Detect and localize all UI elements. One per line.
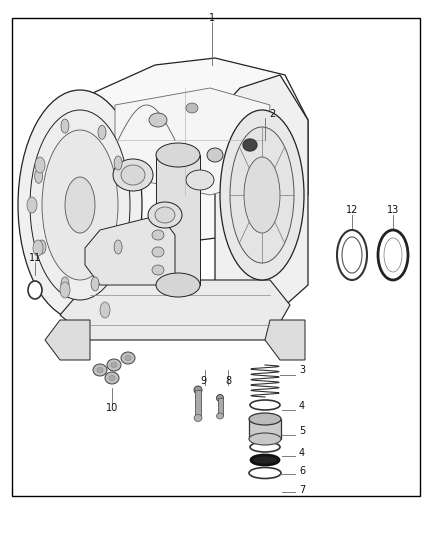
Text: 7: 7 — [299, 485, 305, 495]
Ellipse shape — [216, 394, 223, 401]
Ellipse shape — [121, 352, 135, 364]
Ellipse shape — [97, 367, 103, 373]
Ellipse shape — [35, 157, 45, 173]
Ellipse shape — [30, 110, 130, 300]
Ellipse shape — [155, 207, 175, 223]
Text: 8: 8 — [225, 376, 231, 386]
Ellipse shape — [230, 127, 294, 263]
Ellipse shape — [27, 197, 37, 213]
Ellipse shape — [38, 240, 46, 254]
Bar — [12, 18, 420, 496]
Ellipse shape — [105, 372, 119, 384]
Ellipse shape — [98, 125, 106, 139]
Text: 1: 1 — [209, 13, 215, 23]
Polygon shape — [115, 88, 270, 195]
Ellipse shape — [93, 364, 107, 376]
Ellipse shape — [60, 282, 70, 298]
Ellipse shape — [114, 156, 122, 170]
Ellipse shape — [249, 413, 281, 425]
Text: 4: 4 — [299, 401, 305, 411]
Text: 3: 3 — [299, 365, 305, 375]
Ellipse shape — [148, 202, 182, 228]
Ellipse shape — [220, 110, 304, 280]
Ellipse shape — [42, 130, 118, 280]
Text: 6: 6 — [299, 466, 305, 476]
Polygon shape — [45, 320, 90, 360]
Ellipse shape — [114, 240, 122, 254]
Text: 12: 12 — [346, 205, 358, 215]
Ellipse shape — [28, 281, 42, 299]
Ellipse shape — [111, 362, 117, 367]
Ellipse shape — [249, 467, 281, 479]
Ellipse shape — [149, 113, 167, 127]
Ellipse shape — [186, 170, 214, 190]
Ellipse shape — [109, 376, 115, 381]
Ellipse shape — [207, 148, 223, 162]
Ellipse shape — [378, 230, 408, 280]
Ellipse shape — [243, 139, 257, 151]
Polygon shape — [156, 155, 200, 285]
Polygon shape — [249, 419, 281, 439]
Polygon shape — [218, 398, 223, 416]
Ellipse shape — [249, 433, 281, 445]
Polygon shape — [55, 58, 308, 240]
Ellipse shape — [91, 277, 99, 291]
Text: 9: 9 — [200, 376, 206, 386]
Ellipse shape — [156, 273, 200, 297]
Ellipse shape — [384, 238, 402, 272]
Ellipse shape — [194, 386, 202, 394]
Ellipse shape — [152, 265, 164, 275]
Ellipse shape — [250, 400, 280, 410]
Ellipse shape — [35, 169, 42, 183]
Polygon shape — [265, 320, 305, 360]
Ellipse shape — [194, 415, 202, 422]
Text: 10: 10 — [106, 403, 118, 413]
Ellipse shape — [337, 230, 367, 280]
Ellipse shape — [152, 230, 164, 240]
Ellipse shape — [100, 302, 110, 318]
Ellipse shape — [61, 277, 69, 291]
Polygon shape — [215, 75, 308, 310]
Ellipse shape — [244, 157, 280, 233]
Ellipse shape — [113, 159, 153, 191]
Ellipse shape — [152, 247, 164, 257]
Ellipse shape — [107, 359, 121, 371]
Text: 13: 13 — [387, 205, 399, 215]
Polygon shape — [85, 215, 175, 285]
Ellipse shape — [186, 103, 198, 113]
Ellipse shape — [33, 240, 43, 256]
Ellipse shape — [250, 442, 280, 452]
Ellipse shape — [251, 455, 279, 465]
Ellipse shape — [121, 165, 145, 185]
Ellipse shape — [61, 119, 69, 133]
Ellipse shape — [156, 143, 200, 167]
Ellipse shape — [342, 237, 362, 273]
Text: 5: 5 — [299, 426, 305, 436]
Ellipse shape — [125, 356, 131, 360]
Ellipse shape — [216, 413, 223, 419]
Ellipse shape — [18, 90, 142, 320]
Polygon shape — [60, 280, 290, 340]
Text: 4: 4 — [299, 448, 305, 458]
Ellipse shape — [65, 177, 95, 233]
Text: 11: 11 — [29, 253, 41, 263]
Polygon shape — [195, 390, 201, 418]
Text: 2: 2 — [269, 109, 275, 119]
